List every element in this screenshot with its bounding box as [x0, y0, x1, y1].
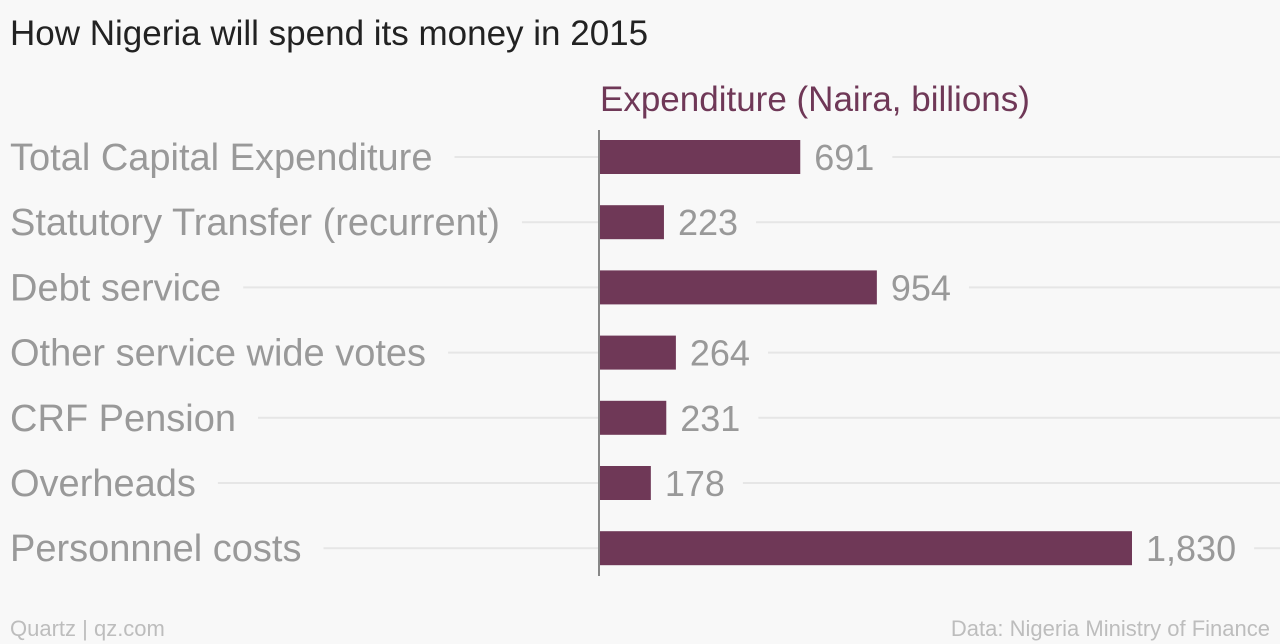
bar	[599, 205, 664, 240]
bar	[599, 140, 801, 174]
value-label: 1,830	[1146, 528, 1236, 569]
bar	[599, 466, 651, 500]
value-label: 223	[678, 202, 738, 243]
footer-source: Data: Nigeria Ministry of Finance	[950, 616, 1270, 641]
chart-title: How Nigeria will spend its money in 2015	[10, 14, 649, 53]
category-label: Personnnel costs	[10, 528, 302, 570]
bar	[599, 531, 1132, 566]
category-label: Overheads	[10, 463, 196, 505]
category-label: Other service wide votes	[10, 333, 426, 375]
bar	[599, 270, 877, 305]
value-label: 954	[891, 267, 951, 308]
category-labels: Total Capital Expenditure Statutory Trans…	[10, 137, 500, 570]
value-label: 178	[665, 463, 725, 504]
category-label: Debt service	[10, 267, 221, 309]
bars	[599, 140, 1132, 566]
value-labels: 691 223 954 264 231 178 1,830	[665, 137, 1236, 569]
category-label: Total Capital Expenditure	[10, 137, 432, 179]
category-label: CRF Pension	[10, 398, 236, 440]
value-label: 264	[690, 333, 750, 374]
bar	[599, 400, 667, 435]
footer-credit: Quartz | qz.com	[10, 616, 165, 641]
bar	[599, 335, 676, 370]
category-label: Statutory Transfer (recurrent)	[10, 202, 500, 244]
series-label: Expenditure (Naira, billions)	[600, 80, 1030, 119]
value-label: 691	[814, 137, 874, 178]
gridlines	[217, 156, 1280, 550]
value-label: 231	[680, 398, 740, 439]
